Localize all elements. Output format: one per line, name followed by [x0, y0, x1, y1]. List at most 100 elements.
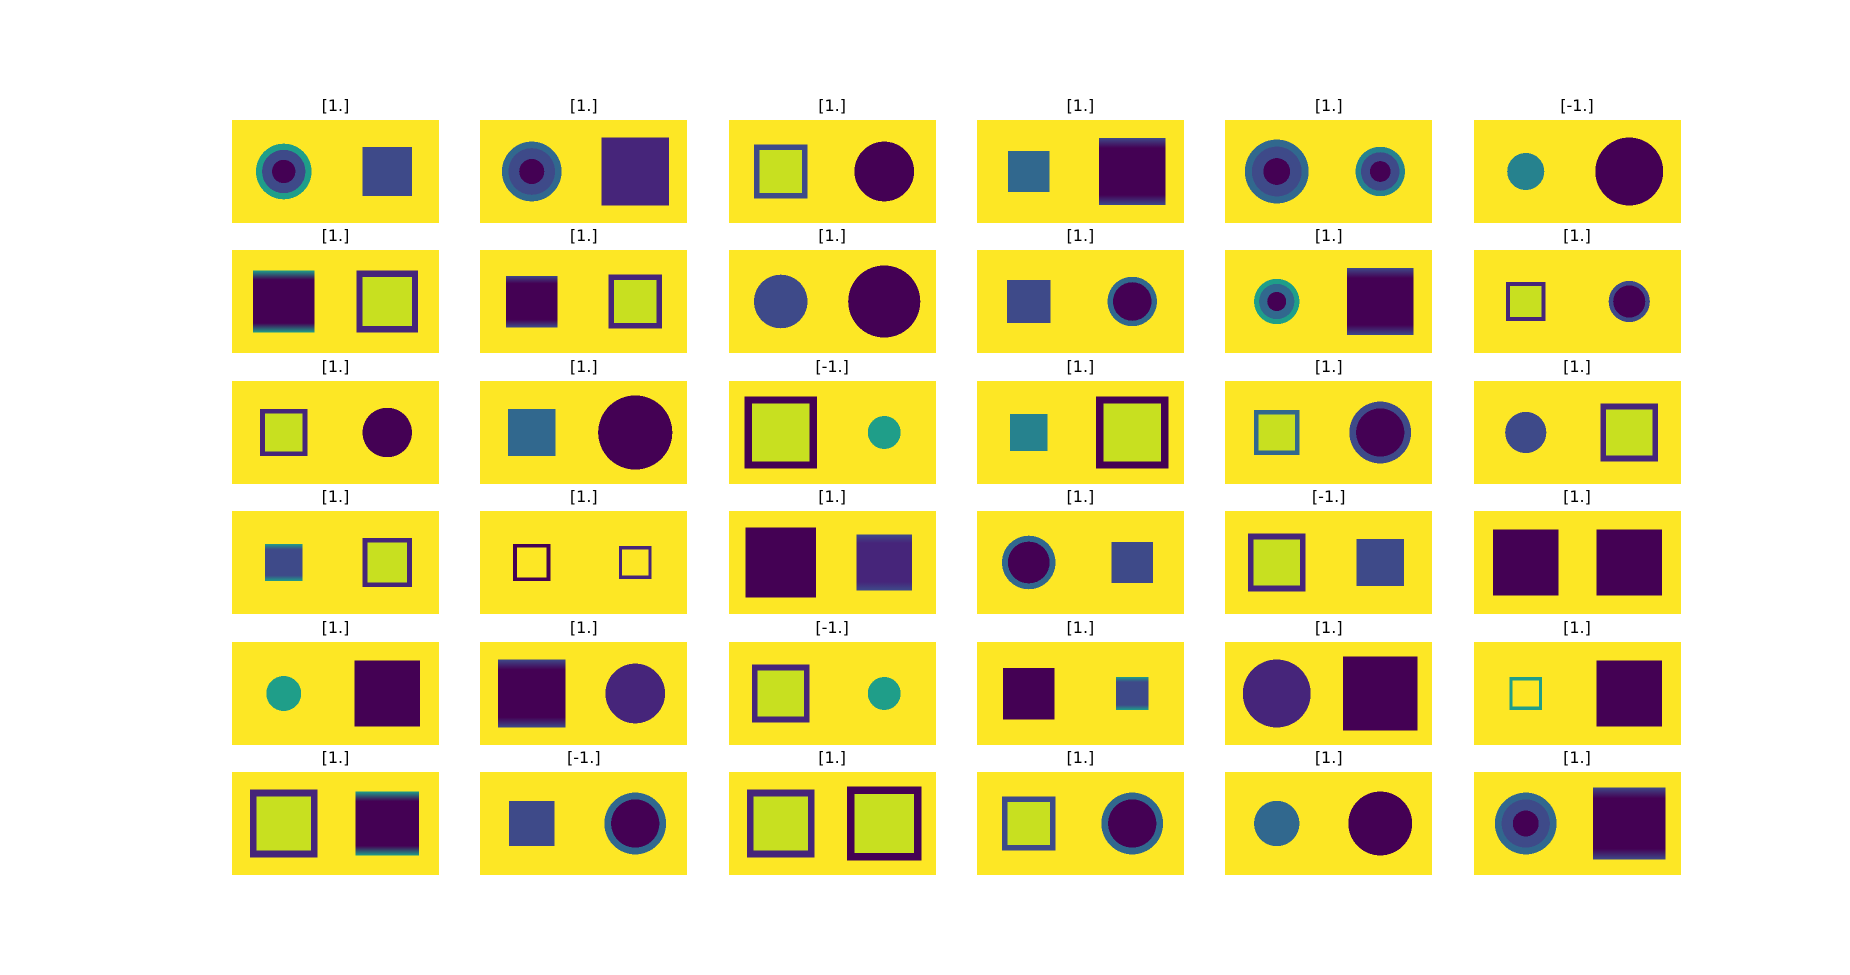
square-shape	[354, 660, 420, 726]
shape-image	[729, 642, 936, 745]
panel-title: [-1.]	[480, 748, 687, 768]
image-panel: [-1.]	[480, 748, 687, 878]
shape-image	[1474, 250, 1681, 353]
panel-title: [1.]	[1474, 487, 1681, 507]
image-panel: [1.]	[1225, 357, 1432, 487]
outline-square-shape	[363, 538, 412, 587]
image-panel: [1.]	[232, 96, 439, 226]
square-shape	[745, 528, 815, 598]
outline-square-shape	[1096, 396, 1168, 468]
banded-square-shape	[1593, 787, 1665, 859]
banded-square-shape	[1116, 677, 1149, 710]
square-shape	[1492, 530, 1558, 596]
image-panel: [1.]	[1225, 748, 1432, 878]
circle-shape	[1507, 153, 1544, 190]
image-background	[1474, 250, 1681, 353]
image-panel: [1.]	[1225, 226, 1432, 356]
outline-square-shape	[754, 145, 808, 199]
circle-shape	[867, 416, 900, 449]
shape-image	[977, 250, 1184, 353]
panel-title: [1.]	[1474, 618, 1681, 638]
radial-circle-shape	[1101, 793, 1163, 855]
circle-shape	[266, 676, 301, 711]
image-panel: [1.]	[1225, 96, 1432, 226]
shape-image	[1225, 381, 1432, 484]
circle-shape	[363, 408, 412, 457]
shape-image	[232, 772, 439, 875]
panel-title: [1.]	[977, 357, 1184, 377]
banded-square-shape	[265, 544, 302, 581]
shape-image	[480, 381, 687, 484]
square-shape	[1357, 539, 1404, 586]
circle-shape	[598, 395, 672, 469]
circle-shape	[867, 677, 900, 710]
outline-square-shape	[1509, 677, 1542, 710]
shape-image	[977, 381, 1184, 484]
image-panel: [1.]	[232, 226, 439, 356]
image-panel: [-1.]	[729, 618, 936, 748]
banded-square-shape	[1099, 138, 1166, 205]
image-panel: [1.]	[977, 618, 1184, 748]
image-panel: [-1.]	[1474, 96, 1681, 226]
shape-image	[1225, 120, 1432, 223]
circle-shape	[606, 663, 666, 723]
circle-shape	[1349, 792, 1413, 856]
image-panel: [1.]	[232, 748, 439, 878]
square-shape	[1007, 280, 1050, 323]
shape-image	[729, 120, 936, 223]
square-shape	[363, 147, 412, 196]
square-shape	[508, 409, 555, 456]
shape-image	[232, 511, 439, 614]
radial-circle-shape	[1350, 401, 1412, 463]
image-panel: [1.]	[232, 487, 439, 617]
radial-circle-shape	[1002, 536, 1056, 590]
square-shape	[1596, 530, 1662, 596]
shape-image	[977, 120, 1184, 223]
panel-title: [1.]	[480, 96, 687, 116]
radial-circle-shape	[502, 142, 562, 202]
circle-shape	[1505, 412, 1546, 453]
square-shape	[1010, 414, 1047, 451]
panel-title: [1.]	[1225, 96, 1432, 116]
image-panel: [1.]	[480, 96, 687, 226]
image-panel: [1.]	[480, 357, 687, 487]
panel-title: [1.]	[977, 226, 1184, 246]
square-shape	[1343, 656, 1417, 730]
panel-title: [-1.]	[729, 618, 936, 638]
shape-image	[232, 120, 439, 223]
radial-circle-shape	[1254, 279, 1299, 324]
panel-title: [1.]	[729, 96, 936, 116]
outline-square-shape	[1248, 534, 1306, 592]
panel-title: [1.]	[1225, 357, 1432, 377]
outline-square-shape	[250, 790, 318, 858]
image-background	[480, 511, 687, 614]
outline-square-shape	[752, 664, 810, 722]
shape-image	[480, 120, 687, 223]
panel-title: [1.]	[232, 748, 439, 768]
panel-title: [-1.]	[1225, 487, 1432, 507]
panel-title: [1.]	[977, 748, 1184, 768]
shape-image	[729, 511, 936, 614]
outline-square-shape	[514, 544, 551, 581]
image-panel: [1.]	[729, 487, 936, 617]
circle-shape	[854, 142, 914, 202]
panel-title: [1.]	[480, 357, 687, 377]
shape-image	[1474, 120, 1681, 223]
radial-circle-shape	[1608, 281, 1649, 322]
shape-image	[1474, 772, 1681, 875]
image-panel: [1.]	[729, 96, 936, 226]
radial-circle-shape	[1107, 277, 1156, 326]
image-panel: [1.]	[977, 96, 1184, 226]
shape-image	[232, 642, 439, 745]
shape-image	[1474, 511, 1681, 614]
shape-image	[480, 511, 687, 614]
panel-title: [1.]	[1225, 618, 1432, 638]
banded-square-shape	[355, 792, 419, 856]
shape-image	[480, 250, 687, 353]
image-panel: [1.]	[1474, 226, 1681, 356]
square-shape	[1112, 542, 1153, 583]
panel-title: [1.]	[1225, 226, 1432, 246]
shape-image	[232, 381, 439, 484]
radial-circle-shape	[1494, 793, 1556, 855]
outline-square-shape	[619, 546, 652, 579]
